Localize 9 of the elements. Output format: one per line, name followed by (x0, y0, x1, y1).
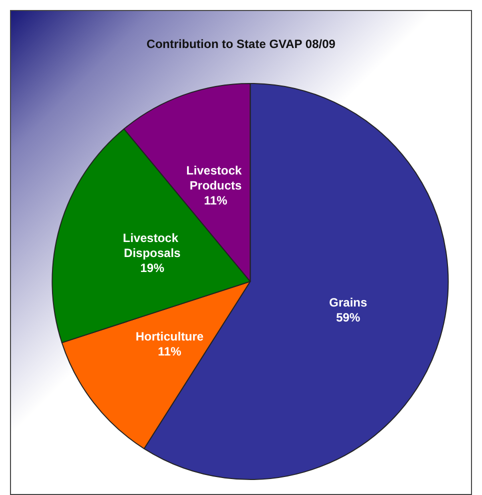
data-label: 19% (140, 261, 165, 276)
slice-label: Horticulture (136, 329, 204, 344)
slice-label: Livestock Disposals (122, 231, 182, 260)
data-label: 59% (336, 310, 360, 324)
data-label: 11% (204, 194, 228, 208)
data-label: 11% (158, 344, 182, 358)
chart-title: Contribution to State GVAP 08/09 (146, 37, 336, 51)
slice-label: Livestock Products (186, 164, 245, 193)
slice-label: Grains (329, 295, 368, 310)
